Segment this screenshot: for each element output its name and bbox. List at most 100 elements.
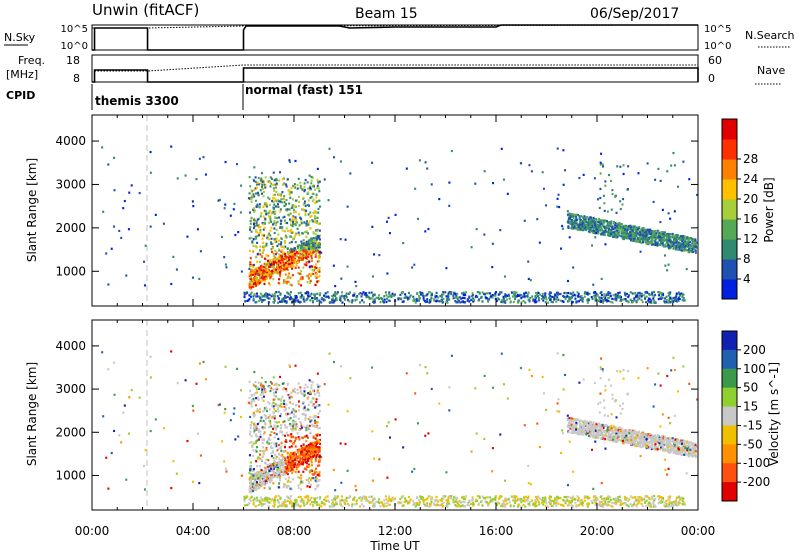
power-cell (600, 296, 603, 300)
power-cell (278, 266, 281, 269)
power-cell (290, 252, 293, 256)
velocity-cell (318, 392, 321, 395)
velocity-cell (262, 395, 265, 398)
velocity-cell (523, 496, 526, 500)
power-cell (291, 225, 294, 228)
velocity-cell (667, 495, 670, 499)
velocity-cell (570, 499, 573, 503)
power-cell (248, 281, 251, 284)
power-cell (297, 280, 300, 283)
power-cell (575, 301, 578, 304)
power-cell (332, 264, 335, 267)
velocity-cell (601, 503, 604, 506)
power-cell (589, 231, 592, 234)
velocity-cell (594, 500, 597, 503)
power-cell (460, 300, 463, 303)
power-cell (248, 286, 251, 289)
velocity-cell (460, 504, 463, 507)
power-cell (258, 260, 261, 264)
power-cell (267, 211, 270, 214)
power-cell (262, 205, 265, 209)
velocity-cell (556, 500, 559, 503)
velocity-cell (252, 499, 255, 502)
velocity-cell (440, 503, 443, 507)
power-cell (259, 225, 262, 229)
power-cell (317, 241, 320, 244)
power-cell (256, 241, 259, 244)
velocity-cell (570, 505, 573, 508)
power-cell (294, 210, 297, 214)
velocity-cell (549, 500, 552, 503)
power-cell (280, 201, 283, 204)
power-cell (648, 241, 651, 244)
power-cell (262, 241, 265, 245)
power-cell (692, 242, 695, 245)
power-cell (618, 295, 621, 298)
power-cell (666, 244, 669, 248)
power-cell (309, 248, 312, 251)
power-cell (603, 293, 606, 296)
power-cell (636, 298, 639, 301)
power-cell (289, 160, 292, 164)
power-cell (556, 205, 559, 208)
power-cell (572, 216, 575, 220)
power-cell (574, 215, 577, 218)
velocity-cell (297, 382, 300, 385)
power-cell (264, 210, 267, 213)
power-cell (632, 232, 635, 235)
power-cell (604, 220, 607, 223)
power-cell (291, 204, 294, 207)
power-cell (272, 265, 275, 268)
power-cell (483, 233, 486, 236)
velocity-cell (645, 499, 648, 502)
power-cell (588, 221, 591, 224)
velocity-cell (569, 502, 572, 505)
velocity-cell (472, 501, 475, 504)
velocity-cell (601, 505, 604, 508)
power-cell (323, 294, 326, 297)
velocity-cell (372, 499, 375, 502)
velocity-cell (435, 504, 438, 507)
power-cell (476, 295, 479, 298)
power-cell (296, 221, 299, 224)
power-cell (440, 298, 443, 301)
power-cell (254, 268, 257, 271)
y-tick-label: 3000 (55, 177, 86, 191)
velocity-cell (246, 495, 249, 499)
power-cell (274, 256, 277, 259)
power-cell (612, 294, 615, 297)
velocity-cell (316, 434, 319, 437)
power-cell (491, 265, 494, 269)
power-cell (622, 237, 625, 240)
velocity-cell (390, 499, 393, 503)
velocity-cell (378, 498, 381, 501)
power-cell (272, 252, 275, 255)
power-cell (683, 247, 686, 250)
velocity-cell (409, 498, 412, 501)
power-cell (592, 231, 595, 234)
power-cell (280, 254, 283, 257)
power-cell (261, 294, 264, 297)
power-cell (284, 245, 287, 248)
power-cell (570, 227, 573, 230)
power-cell (307, 191, 310, 194)
power-cell (543, 295, 546, 298)
power-cell (301, 276, 304, 279)
velocity-cell (448, 495, 451, 498)
power-cell (275, 177, 278, 181)
velocity-cell (532, 503, 535, 506)
power-cell (593, 219, 596, 222)
power-cell (623, 230, 626, 233)
power-cell (414, 301, 417, 304)
power-cell (316, 230, 319, 233)
velocity-cell (281, 502, 284, 505)
velocity-cell (652, 501, 655, 504)
velocity-cell (612, 498, 615, 501)
velocity-cell (365, 498, 368, 501)
power-cell (286, 291, 289, 294)
power-cell (594, 298, 597, 301)
power-cell (598, 299, 601, 302)
power-cell (308, 252, 311, 256)
power-cell (285, 282, 288, 285)
velocity-cell (552, 501, 555, 504)
